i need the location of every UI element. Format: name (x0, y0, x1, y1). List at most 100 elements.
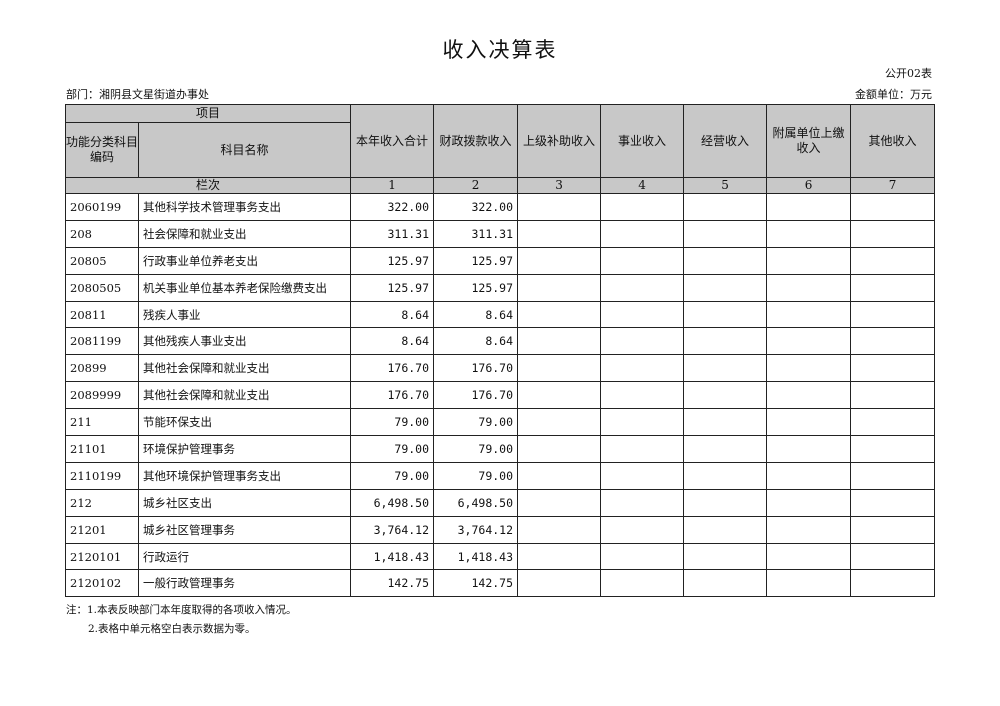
cell-total: 3,764.12 (350, 515, 435, 544)
cell-empty (850, 273, 936, 302)
table-row: 2120102 一般行政管理事务 142.75 142.75 (65, 569, 936, 598)
cell-empty (683, 569, 768, 598)
cell-empty (600, 246, 685, 275)
header-col-1: 本年收入合计 (350, 104, 435, 178)
cell-empty (600, 408, 685, 437)
col-number: 7 (850, 177, 936, 194)
table-row: 211 节能环保支出 79.00 79.00 (65, 408, 936, 437)
table-row: 2120101 行政运行 1,418.43 1,418.43 (65, 542, 936, 571)
cell-empty (600, 273, 685, 302)
cell-empty (683, 542, 768, 571)
cell-code: 20805 (65, 246, 139, 275)
cell-fiscal: 79.00 (433, 408, 519, 437)
cell-code: 21101 (65, 435, 139, 463)
cell-total: 176.70 (350, 354, 435, 383)
cell-empty (766, 300, 852, 329)
cell-code: 211 (65, 408, 139, 437)
header-col-7: 其他收入 (850, 104, 936, 178)
cell-empty (517, 219, 602, 248)
cell-empty (517, 193, 602, 221)
table-row: 20805 行政事业单位养老支出 125.97 125.97 (65, 246, 936, 275)
cell-total: 125.97 (350, 246, 435, 275)
table-row: 2110199 其他环境保护管理事务支出 79.00 79.00 (65, 461, 936, 490)
note-1: 注：1.本表反映部门本年度取得的各项收入情况。 (66, 604, 297, 616)
cell-name: 城乡社区管理事务 (137, 515, 352, 544)
cell-code: 2081199 (65, 327, 139, 356)
cell-empty (517, 408, 602, 437)
cell-name: 其他社会保障和就业支出 (137, 381, 352, 410)
cell-empty (600, 488, 685, 517)
cell-code: 208 (65, 219, 139, 248)
cell-empty (850, 461, 936, 490)
cell-name: 环境保护管理事务 (137, 435, 352, 463)
cell-fiscal: 142.75 (433, 569, 519, 598)
cell-empty (683, 246, 768, 275)
cell-name: 行政事业单位养老支出 (137, 246, 352, 275)
cell-empty (850, 542, 936, 571)
header-col-index: 栏次 (64, 177, 352, 194)
cell-empty (850, 488, 936, 517)
cell-name: 节能环保支出 (137, 408, 352, 437)
cell-empty (600, 569, 685, 598)
cell-empty (766, 354, 852, 383)
amount-unit-label: 金额单位：万元 (855, 88, 932, 101)
page-title: 收入决算表 (442, 38, 558, 62)
cell-total: 142.75 (350, 569, 435, 598)
table-row: 20899 其他社会保障和就业支出 176.70 176.70 (65, 354, 936, 383)
cell-empty (766, 488, 852, 517)
income-table: 项目 本年收入合计 财政拨款收入 上级补助收入 事业收入 经营收入 附属单位上缴… (64, 104, 936, 598)
header-name: 科目名称 (137, 122, 352, 178)
cell-empty (517, 515, 602, 544)
cell-empty (766, 408, 852, 437)
cell-empty (600, 542, 685, 571)
cell-empty (517, 273, 602, 302)
cell-empty (517, 542, 602, 571)
notes: 注：1.本表反映部门本年度取得的各项收入情况。 2.表格中单元格空白表示数据为零… (66, 601, 297, 639)
table-row: 2089999 其他社会保障和就业支出 176.70 176.70 (65, 381, 936, 410)
cell-total: 8.64 (350, 327, 435, 356)
col-number: 1 (350, 177, 435, 194)
cell-empty (600, 354, 685, 383)
header-col-3: 上级补助收入 (517, 104, 602, 178)
form-number: 公开02表 (885, 67, 932, 80)
cell-empty (683, 461, 768, 490)
cell-empty (766, 246, 852, 275)
cell-total: 79.00 (350, 408, 435, 437)
cell-empty (517, 300, 602, 329)
cell-empty (600, 193, 685, 221)
cell-total: 322.00 (350, 193, 435, 221)
cell-fiscal: 176.70 (433, 381, 519, 410)
cell-empty (683, 219, 768, 248)
table-row: 21201 城乡社区管理事务 3,764.12 3,764.12 (65, 515, 936, 544)
col-number: 6 (766, 177, 852, 194)
cell-code: 2120102 (65, 569, 139, 598)
cell-total: 79.00 (350, 435, 435, 463)
cell-empty (850, 408, 936, 437)
header-col-4: 事业收入 (600, 104, 685, 178)
cell-name: 社会保障和就业支出 (137, 219, 352, 248)
cell-empty (850, 515, 936, 544)
cell-fiscal: 125.97 (433, 246, 519, 275)
header-col-6: 附属单位上缴收入 (766, 104, 852, 178)
cell-empty (850, 300, 936, 329)
table-row: 20811 残疾人事业 8.64 8.64 (65, 300, 936, 329)
cell-empty (850, 435, 936, 463)
cell-name: 残疾人事业 (137, 300, 352, 329)
col-number: 2 (433, 177, 519, 194)
cell-fiscal: 3,764.12 (433, 515, 519, 544)
header-code: 功能分类科目编码 (65, 122, 139, 178)
header-col-5: 经营收入 (683, 104, 768, 178)
table-row: 21101 环境保护管理事务 79.00 79.00 (65, 435, 936, 463)
cell-empty (850, 569, 936, 598)
cell-code: 2080505 (65, 273, 139, 302)
cell-empty (600, 435, 685, 463)
cell-total: 176.70 (350, 381, 435, 410)
cell-empty (600, 327, 685, 356)
cell-empty (683, 327, 768, 356)
cell-empty (683, 300, 768, 329)
cell-empty (766, 515, 852, 544)
cell-empty (850, 193, 936, 221)
cell-total: 125.97 (350, 273, 435, 302)
cell-fiscal: 1,418.43 (433, 542, 519, 571)
cell-name: 其他残疾人事业支出 (137, 327, 352, 356)
